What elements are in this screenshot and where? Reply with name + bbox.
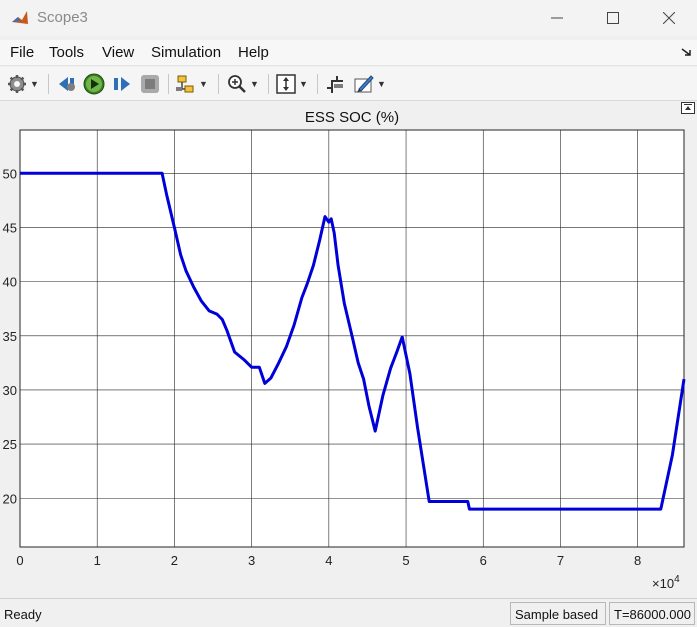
sample-mode-box: Sample based <box>510 602 606 625</box>
menu-bar: File Tools View Simulation Help <box>0 40 697 66</box>
x-tick-label: 8 <box>634 553 641 568</box>
y-tick-label: 25 <box>3 437 17 452</box>
style-button[interactable]: ▼ <box>353 73 386 95</box>
zoom-button[interactable]: ▼ <box>226 73 259 95</box>
zoom-dropdown-icon[interactable]: ▼ <box>250 79 259 89</box>
y-tick-labels: 50 45 40 35 30 25 20 <box>3 166 17 506</box>
maximize-icon <box>607 12 619 24</box>
x-tick-label: 3 <box>248 553 255 568</box>
menu-tools[interactable]: Tools <box>49 44 85 61</box>
step-back-button[interactable] <box>56 73 78 95</box>
minimize-icon <box>551 17 563 19</box>
toolbar: ▼ <box>0 67 697 101</box>
grid-lines <box>20 130 684 547</box>
undock-icon[interactable] <box>681 102 695 114</box>
step-forward-icon <box>114 77 130 91</box>
series-line-0 <box>20 171 686 511</box>
close-button[interactable] <box>640 0 697 36</box>
highlight-block-button[interactable]: ▼ <box>175 73 208 95</box>
menu-simulation[interactable]: Simulation <box>151 44 222 61</box>
close-icon <box>663 12 675 24</box>
toolbar-separator <box>218 74 219 94</box>
settings-icon <box>8 75 26 93</box>
x-tick-label: 6 <box>480 553 487 568</box>
y-tick-label: 20 <box>3 491 17 506</box>
y-tick-label: 50 <box>3 166 17 181</box>
series-lines <box>20 171 686 511</box>
zoom-icon <box>228 75 246 93</box>
style-dropdown-icon[interactable]: ▼ <box>377 79 386 89</box>
chart-title: ESS SOC (%) <box>305 109 399 126</box>
highlight-block-icon <box>176 75 194 93</box>
x-tick-label: 1 <box>94 553 101 568</box>
x-tick-label: 0 <box>16 553 23 568</box>
simulation-time-box: T=86000.000 <box>609 602 695 625</box>
y-tick-label: 30 <box>3 383 17 398</box>
scale-button[interactable]: ▼ <box>275 73 308 95</box>
x-axis-multiplier: ×104 <box>652 574 680 591</box>
minimize-button[interactable] <box>528 0 586 36</box>
step-back-icon <box>59 77 75 91</box>
x-tick-label: 5 <box>402 553 409 568</box>
settings-dropdown-icon[interactable]: ▼ <box>30 79 39 89</box>
stop-button[interactable] <box>139 73 161 95</box>
y-tick-label: 45 <box>3 220 17 235</box>
run-button[interactable] <box>83 73 105 95</box>
menu-file[interactable]: File <box>10 44 35 61</box>
x-tick-label: 7 <box>557 553 564 568</box>
menu-overflow-arrow-icon[interactable] <box>681 46 693 58</box>
cursor-measure-icon <box>327 76 343 93</box>
title-bar[interactable]: Scope3 <box>0 0 697 36</box>
x-tick-label: 2 <box>171 553 178 568</box>
status-bar: Ready Sample based T=86000.000 <box>0 598 697 627</box>
toolbar-separator <box>168 74 169 94</box>
toolbar-separator <box>268 74 269 94</box>
x-tick-label: 4 <box>325 553 332 568</box>
x-tick-labels: 0 1 2 3 4 5 6 7 8 <box>16 553 641 568</box>
step-forward-button[interactable] <box>111 73 133 95</box>
matlab-logo-icon <box>10 8 30 28</box>
run-icon <box>83 73 105 95</box>
stop-icon <box>141 75 159 93</box>
status-ready-text: Ready <box>4 607 42 622</box>
cursor-measure-button[interactable] <box>324 73 346 95</box>
window-title: Scope3 <box>37 9 88 26</box>
menu-view[interactable]: View <box>102 44 135 61</box>
settings-button[interactable]: ▼ <box>6 73 39 95</box>
style-icon <box>354 75 374 93</box>
scale-dropdown-icon[interactable]: ▼ <box>299 79 308 89</box>
toolbar-separator <box>317 74 318 94</box>
y-tick-label: 35 <box>3 329 17 344</box>
y-tick-label: 40 <box>3 275 17 290</box>
scale-icon <box>276 74 296 94</box>
menu-help[interactable]: Help <box>238 44 269 61</box>
maximize-button[interactable] <box>584 0 642 36</box>
highlight-dropdown-icon[interactable]: ▼ <box>199 79 208 89</box>
toolbar-separator <box>48 74 49 94</box>
